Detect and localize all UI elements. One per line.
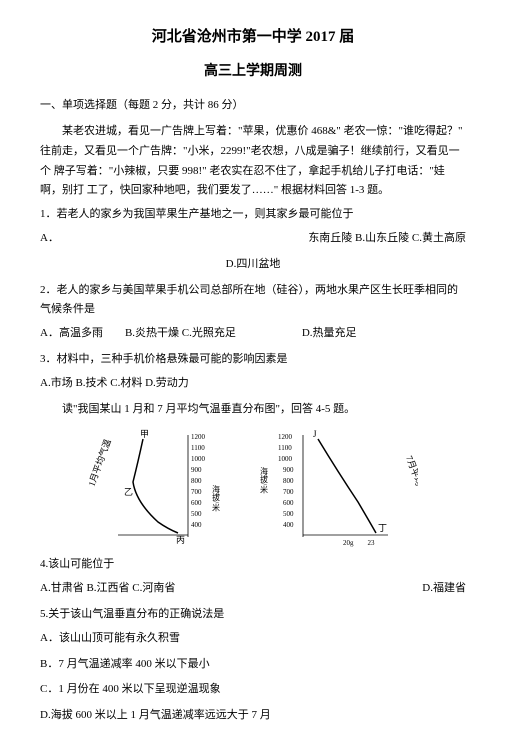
chart1-xlabel: 1月平均气温 (88, 438, 113, 488)
q4-options: A.甘肃省 B.江西省 C.河南省 D.福建省 (40, 579, 466, 599)
svg-text:500: 500 (283, 510, 294, 518)
chart2-xlabel: 7月平均气温 (404, 454, 418, 504)
svg-text:海拔/米: 海拔/米 (212, 484, 221, 512)
chart2-pt-top: J (313, 429, 317, 439)
svg-text:900: 900 (191, 466, 202, 474)
title-exam: 高三上学期周测 (40, 59, 466, 84)
svg-text:1000: 1000 (278, 455, 293, 463)
q5-opt-c: C．1 月份在 400 米以下呈现逆温现象 (40, 680, 466, 700)
question-3: 3．材料中，三种手机价格悬殊最可能的影响因素是 (40, 350, 466, 370)
q5-opt-b: B．7 月气温递减率 400 米以下最小 (40, 655, 466, 675)
q4-opts-abc: A.甘肃省 B.江西省 C.河南省 (40, 579, 422, 599)
svg-text:600: 600 (191, 499, 202, 507)
q1-opts-bc: 东南丘陵 B.山东丘陵 C.黄土高原 (308, 229, 466, 249)
q3-options: A.市场 B.技术 C.材料 D.劳动力 (40, 374, 466, 394)
q4-opt-d: D.福建省 (422, 579, 466, 599)
svg-text:500: 500 (191, 510, 202, 518)
chart2-xticks: 20g 23 (343, 539, 375, 547)
title-school: 河北省沧州市第一中学 2017 届 (40, 24, 466, 51)
svg-text:900: 900 (283, 466, 294, 474)
chart1-curve (133, 439, 178, 533)
chart2-pt-bot: 丁 (378, 523, 387, 533)
q2-options: A．高温多雨 B.炎热干燥 C.光照充足 D.热量充足 (40, 324, 466, 344)
question-1: 1．若老人的家乡为我国苹果生产基地之一，则其家乡最可能位于 (40, 205, 466, 225)
chart2-yaxis: 1200 1100 1000 900 800 700 600 500 400 海… (260, 433, 304, 537)
svg-text:600: 600 (283, 499, 294, 507)
chart1-yaxis: 1200 1100 1000 900 800 700 600 500 400 海… (188, 433, 221, 537)
q5-opt-d: D.海拔 600 米以上 1 月气温递减率远远大于 7 月 (40, 706, 466, 726)
chart1-pt-bot: 丙 (176, 535, 185, 545)
question-5: 5.关于该山气温垂直分布的正确说法是 (40, 605, 466, 625)
q1-opt-a: A． (40, 229, 308, 249)
chart-row: 1月平均气温 1200 1100 1000 900 800 700 600 50… (40, 427, 466, 547)
q1-opt-d: D.四川盆地 (40, 255, 466, 275)
svg-text:1100: 1100 (191, 444, 205, 452)
question-4: 4.该山可能位于 (40, 555, 466, 575)
svg-text:700: 700 (283, 488, 294, 496)
svg-text:海拔/米: 海拔/米 (260, 466, 269, 494)
svg-text:700: 700 (191, 488, 202, 496)
svg-text:800: 800 (191, 477, 202, 485)
svg-text:400: 400 (283, 521, 294, 529)
svg-text:1100: 1100 (278, 444, 292, 452)
question-2: 2．老人的家乡与美国苹果手机公司总部所在地（硅谷），两地水果产区生长旺季相同的气… (40, 281, 466, 321)
chart-january: 1月平均气温 1200 1100 1000 900 800 700 600 50… (88, 427, 248, 547)
chart1-pt-top: 甲 (140, 429, 149, 439)
section-header: 一、单项选择题（每题 2 分，共计 86 分） (40, 96, 466, 116)
svg-text:800: 800 (283, 477, 294, 485)
svg-text:400: 400 (191, 521, 202, 529)
reading-intro: 读"我国某山 1 月和 7 月平均气温垂直分布图"，回答 4-5 题。 (40, 400, 466, 420)
chart2-curve (318, 439, 376, 533)
story-paragraph: 某老农进城，看见一广告牌上写着："苹果，优惠价 468&" 老农一惊："谁吃得起… (40, 122, 466, 201)
chart1-pt-mid: 乙 (124, 487, 133, 497)
q5-opt-a: A．该山山顶可能有永久积雪 (40, 629, 466, 649)
chart-july: 1200 1100 1000 900 800 700 600 500 400 海… (258, 427, 418, 547)
svg-text:1000: 1000 (191, 455, 206, 463)
svg-text:1200: 1200 (278, 433, 293, 441)
q1-options-row1: A． 东南丘陵 B.山东丘陵 C.黄土高原 (40, 229, 466, 249)
svg-text:1200: 1200 (191, 433, 206, 441)
